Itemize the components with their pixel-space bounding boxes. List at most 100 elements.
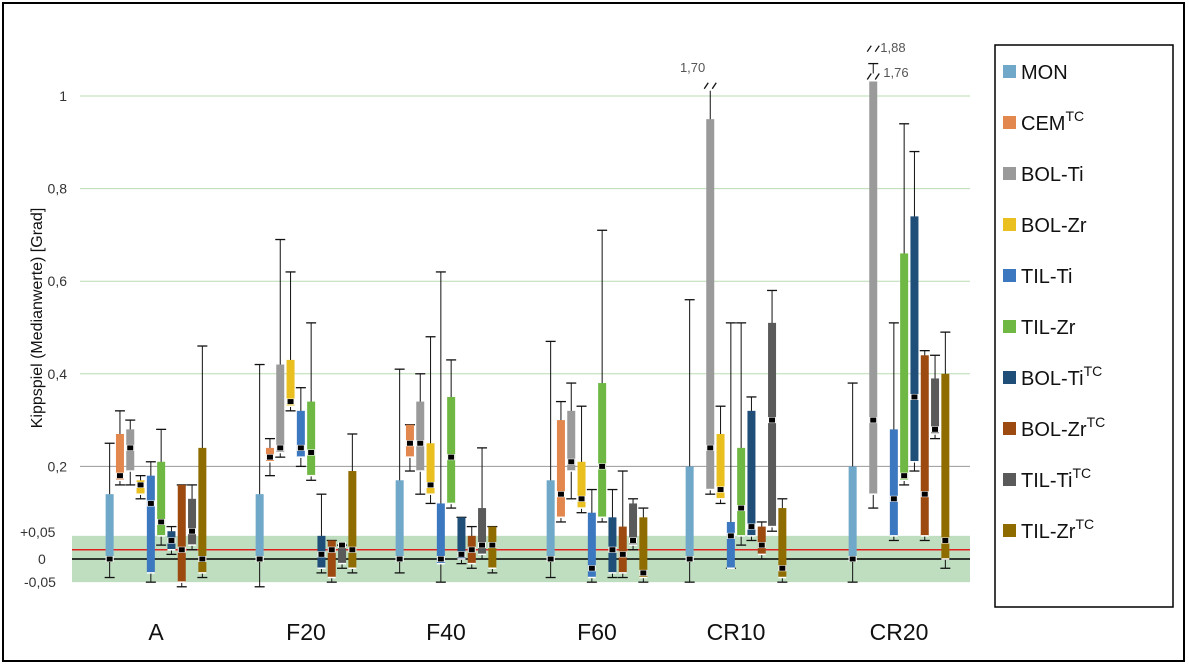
box-body <box>188 498 197 546</box>
box-til-zr-tc-a <box>197 345 208 579</box>
legend-swatch <box>1003 371 1016 384</box>
x-tick-label: F20 <box>286 619 326 645</box>
box-bol-ti-a <box>125 419 136 486</box>
legend-item: CEMTC <box>1003 108 1084 135</box>
box-til-ti-tc-cr20 <box>930 354 941 440</box>
legend-swatch <box>1003 167 1016 180</box>
box-cem-tc-f60 <box>555 400 566 523</box>
box-body <box>457 517 466 559</box>
median-marker <box>256 556 263 562</box>
box-body <box>146 475 155 573</box>
box-bol-zr-f60 <box>576 405 587 514</box>
median-marker <box>870 417 877 423</box>
box-cem-tc-a <box>114 410 125 486</box>
box-body <box>747 410 756 536</box>
median-marker <box>468 547 475 553</box>
legend-swatch <box>1003 116 1016 129</box>
box-bol-zr-tc-f20 <box>326 539 337 583</box>
outlier-annotation: 1,70 <box>680 60 705 75</box>
box-til-ti-tc-cr10 <box>767 289 778 532</box>
box-body <box>447 396 456 504</box>
legend-item: BOL-Ti <box>1003 164 1084 186</box>
median-marker <box>297 445 304 451</box>
legend-swatch <box>1003 473 1016 486</box>
median-marker <box>557 491 564 497</box>
median-marker <box>630 537 637 543</box>
box-body <box>577 461 586 509</box>
median-marker <box>707 445 714 451</box>
box-bol-zr-tc-f60 <box>617 470 628 579</box>
box-body <box>941 373 950 559</box>
box-body <box>608 517 617 573</box>
box-bol-ti-f40 <box>415 373 426 495</box>
box-til-zr-a <box>156 428 167 546</box>
box-bol-ti-tc-f60 <box>607 488 618 579</box>
median-marker <box>901 473 908 479</box>
median-marker <box>417 440 424 446</box>
median-marker <box>318 551 325 557</box>
legend-box <box>994 44 1174 608</box>
median-marker <box>599 463 606 469</box>
median-marker <box>738 505 745 511</box>
box-body <box>726 521 735 569</box>
box-body <box>900 253 909 481</box>
box-bol-ti-cr20 <box>868 62 879 509</box>
box-til-ti-f40 <box>435 271 446 583</box>
legend-swatch <box>1003 218 1016 231</box>
box-body <box>338 545 347 564</box>
box-bol-zr-cr10 <box>715 405 726 505</box>
median-marker <box>199 556 206 562</box>
box-body <box>478 508 487 555</box>
box-body <box>598 383 607 518</box>
legend-label: TIL-Ti <box>1021 266 1072 288</box>
box-mon-f20 <box>254 363 265 588</box>
median-marker <box>448 454 455 460</box>
box-body <box>416 401 425 472</box>
box-body <box>567 410 576 472</box>
x-tick-label: F60 <box>577 619 617 645</box>
box-body <box>276 364 285 453</box>
axis-break-mark <box>702 82 719 91</box>
box-body <box>348 471 357 569</box>
box-body <box>587 512 596 578</box>
box-body <box>296 410 305 458</box>
box-body <box>869 77 878 495</box>
median-marker <box>890 496 897 502</box>
median-marker <box>116 473 123 479</box>
median-marker <box>479 542 486 548</box>
box-til-zr-f60 <box>597 229 608 523</box>
y-tick-label: 0 <box>38 551 46 567</box>
legend-label: TIL-Zr <box>1021 317 1076 339</box>
box-mon-cr20 <box>847 382 858 583</box>
box-mon-cr10 <box>684 299 695 583</box>
box-body <box>716 433 725 499</box>
box-body <box>177 484 186 583</box>
box-til-zr-tc-cr20 <box>940 331 951 569</box>
y-tick-label: -0,05 <box>24 574 56 590</box>
box-bol-ti-cr10 <box>705 86 716 495</box>
legend-swatch <box>1003 524 1016 537</box>
box-bol-zr-f40 <box>425 336 436 505</box>
median-marker <box>686 556 693 562</box>
median-marker <box>489 542 496 548</box>
median-marker <box>588 565 595 571</box>
box-body <box>395 480 404 559</box>
box-til-zr-cr20 <box>899 123 910 486</box>
box-body <box>436 503 445 564</box>
box-body <box>157 461 166 536</box>
box-body <box>618 526 627 573</box>
box-cem-tc-f40 <box>404 424 415 472</box>
median-marker <box>266 454 273 460</box>
legend-swatch <box>1003 320 1016 333</box>
x-tick-label: CR20 <box>870 619 929 645</box>
box-body <box>115 433 124 481</box>
box-body <box>556 420 565 518</box>
box-til-zr-f40 <box>446 359 457 509</box>
median-marker <box>437 556 444 562</box>
box-body <box>931 378 940 434</box>
box-body <box>629 503 638 546</box>
box-mon-f60 <box>545 340 556 579</box>
box-bol-ti-tc-f40 <box>456 516 467 565</box>
y-tick-label: 0,2 <box>48 458 68 474</box>
box-body <box>778 508 787 578</box>
